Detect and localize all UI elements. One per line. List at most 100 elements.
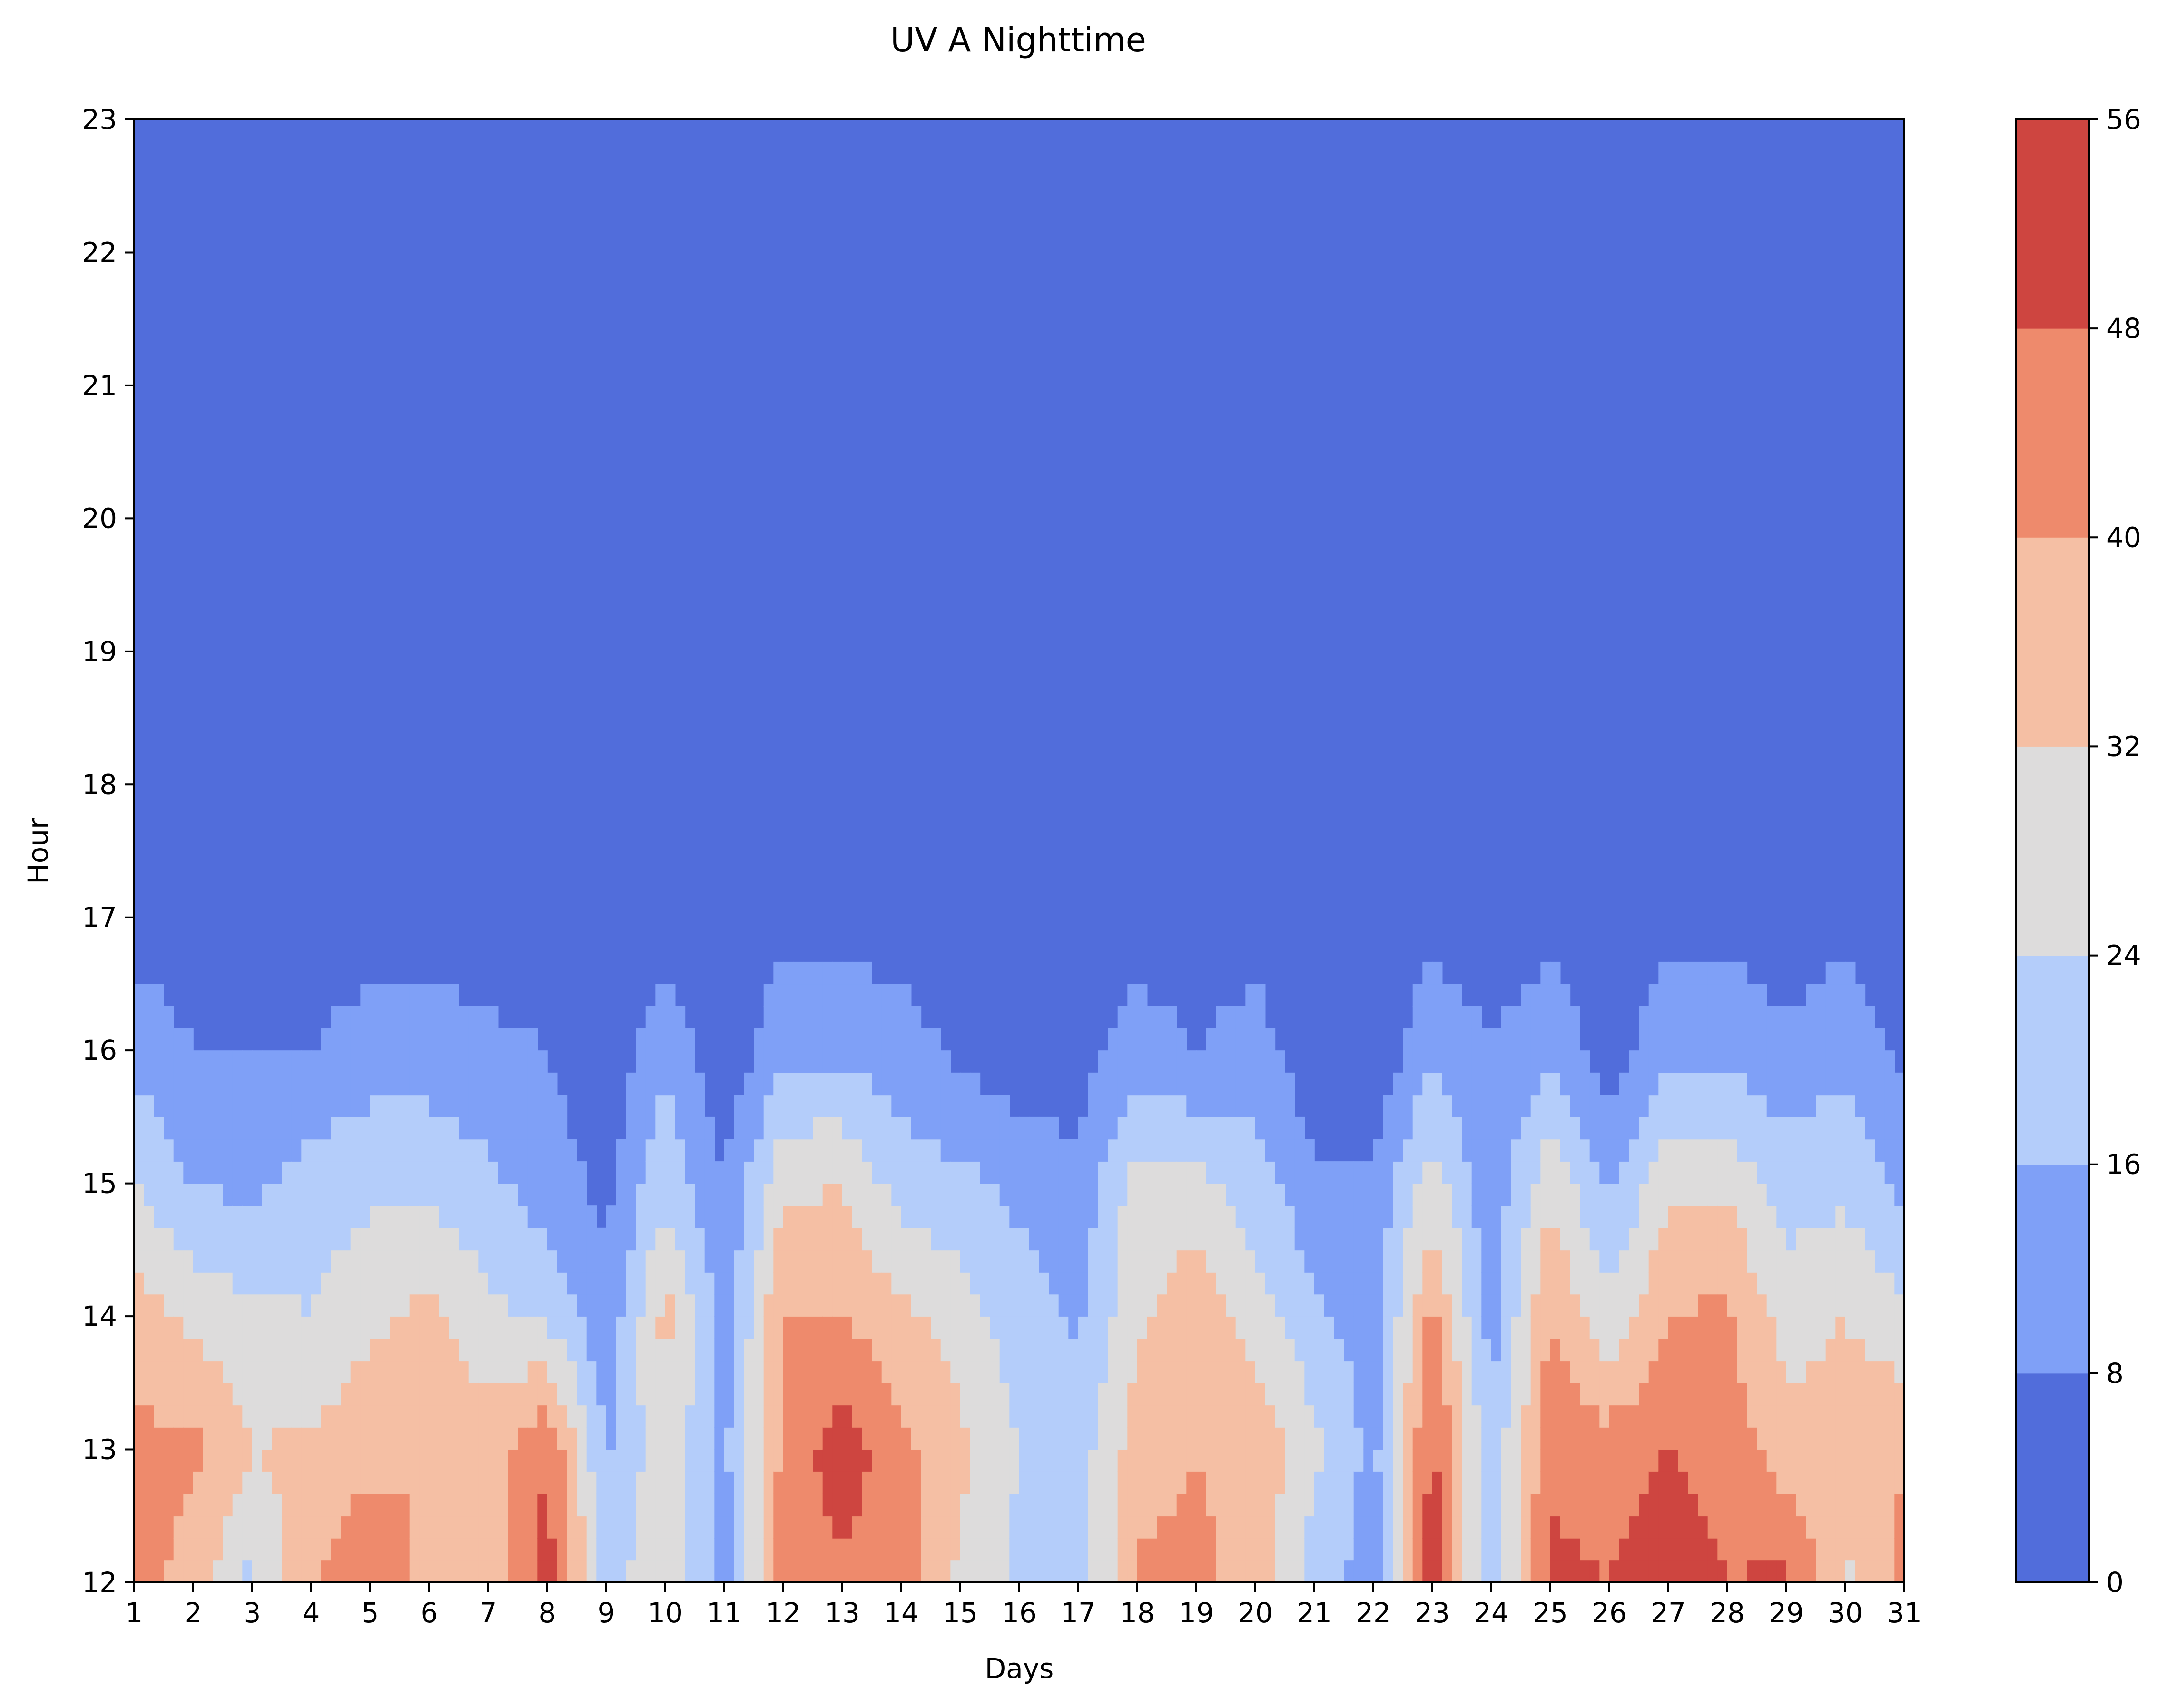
contour-cell	[1186, 1294, 1197, 1317]
contour-cell	[183, 1205, 194, 1228]
contour-cell	[468, 1006, 479, 1029]
contour-cell	[695, 1361, 705, 1383]
contour-cell	[1766, 1316, 1777, 1339]
contour-cell	[1471, 1205, 1482, 1228]
contour-cell	[1609, 1449, 1620, 1472]
contour-cell	[813, 1205, 823, 1228]
contour-cell	[1648, 1405, 1659, 1428]
contour-cell	[1285, 1272, 1295, 1295]
contour-cell	[675, 1294, 686, 1317]
contour-cell	[1029, 1493, 1040, 1517]
contour-cell	[990, 1095, 1000, 1117]
contour-cell	[970, 1405, 981, 1428]
contour-cell	[940, 1361, 951, 1383]
contour-cell	[1078, 1139, 1089, 1162]
contour-cell	[567, 1250, 577, 1273]
contour-cell	[242, 1161, 253, 1184]
contour-cell	[1521, 1338, 1531, 1362]
contour-cell	[213, 1405, 223, 1428]
contour-cell	[459, 1072, 469, 1096]
contour-cell	[1540, 1538, 1551, 1561]
contour-cell	[763, 1095, 774, 1117]
contour-cell	[242, 1272, 253, 1295]
contour-cell	[665, 1183, 676, 1206]
contour-cell	[1167, 1028, 1177, 1051]
contour-cell	[144, 984, 155, 1007]
contour-cell	[1875, 1227, 1885, 1251]
contour-cell	[1609, 1538, 1620, 1561]
contour-cell	[478, 1427, 489, 1450]
contour-cell	[331, 1361, 341, 1383]
contour-cell	[724, 1161, 735, 1184]
contour-cell	[862, 1139, 872, 1162]
contour-cell	[380, 1382, 391, 1406]
contour-cell	[1845, 1493, 1856, 1517]
contour-cell	[1835, 1006, 1846, 1029]
contour-cell	[1570, 1560, 1580, 1582]
contour-cell	[931, 1116, 941, 1140]
contour-cell	[842, 1205, 853, 1228]
contour-cell	[1845, 1294, 1856, 1317]
x-tick-label: 11	[707, 1597, 742, 1629]
contour-cell	[1039, 1338, 1049, 1362]
contour-cell	[950, 1382, 961, 1406]
contour-cell	[1511, 1361, 1521, 1383]
contour-cell	[1629, 1538, 1639, 1561]
contour-cell	[518, 1028, 528, 1051]
contour-cell	[272, 1183, 282, 1206]
contour-cell	[1068, 1316, 1079, 1339]
contour-cell	[931, 1227, 941, 1251]
chart-title: UV A Nighttime	[890, 20, 1146, 59]
contour-cell	[1412, 1294, 1423, 1317]
contour-cell	[1678, 1382, 1689, 1406]
contour-cell	[1422, 1272, 1433, 1295]
contour-cell	[459, 1183, 469, 1206]
contour-cell	[1727, 1028, 1738, 1051]
contour-cell	[822, 984, 833, 1007]
contour-cell	[1540, 1516, 1551, 1539]
contour-cell	[1314, 1560, 1325, 1582]
contour-cell	[331, 1095, 341, 1117]
contour-cell	[1668, 1405, 1679, 1428]
contour-cell	[783, 1006, 794, 1029]
contour-cell	[1875, 1538, 1885, 1561]
contour-cell	[1678, 1139, 1689, 1162]
contour-cell	[173, 1538, 184, 1561]
contour-cell	[1619, 1493, 1630, 1517]
contour-cell	[527, 1338, 538, 1362]
contour-cell	[409, 1516, 420, 1539]
contour-cell	[1580, 1095, 1590, 1117]
contour-cell	[1825, 1405, 1836, 1428]
contour-cell	[1855, 1538, 1866, 1561]
contour-cell	[596, 1427, 607, 1450]
contour-cell	[1275, 1382, 1285, 1406]
contour-cell	[1245, 1272, 1256, 1295]
contour-cell	[1629, 1338, 1639, 1362]
contour-cell	[272, 1139, 282, 1162]
contour-cell	[1491, 1139, 1502, 1162]
contour-cell	[1196, 1072, 1207, 1096]
contour-cell	[950, 1493, 961, 1517]
contour-cell	[1806, 1139, 1816, 1162]
contour-cell	[1599, 1316, 1610, 1339]
contour-cell	[498, 1493, 509, 1517]
contour-cell	[144, 1560, 155, 1582]
contour-cell	[1462, 1316, 1472, 1339]
contour-cell	[488, 1205, 499, 1228]
contour-cell	[154, 1560, 164, 1582]
contour-cell	[1117, 1095, 1128, 1117]
contour-cell	[1619, 1560, 1630, 1582]
contour-cell	[390, 1471, 400, 1494]
contour-cell	[1875, 1095, 1885, 1117]
contour-cell	[478, 1116, 489, 1140]
contour-cell	[557, 1427, 568, 1450]
contour-cell	[282, 1449, 292, 1472]
contour-cell	[1825, 1361, 1836, 1383]
contour-cell	[1324, 1183, 1335, 1206]
contour-cell	[1294, 1294, 1305, 1317]
contour-cell	[1796, 1161, 1807, 1184]
contour-cell	[301, 1095, 312, 1117]
contour-cell	[695, 1316, 705, 1339]
contour-cell	[1865, 1183, 1875, 1206]
x-tick-label: 20	[1238, 1597, 1273, 1629]
